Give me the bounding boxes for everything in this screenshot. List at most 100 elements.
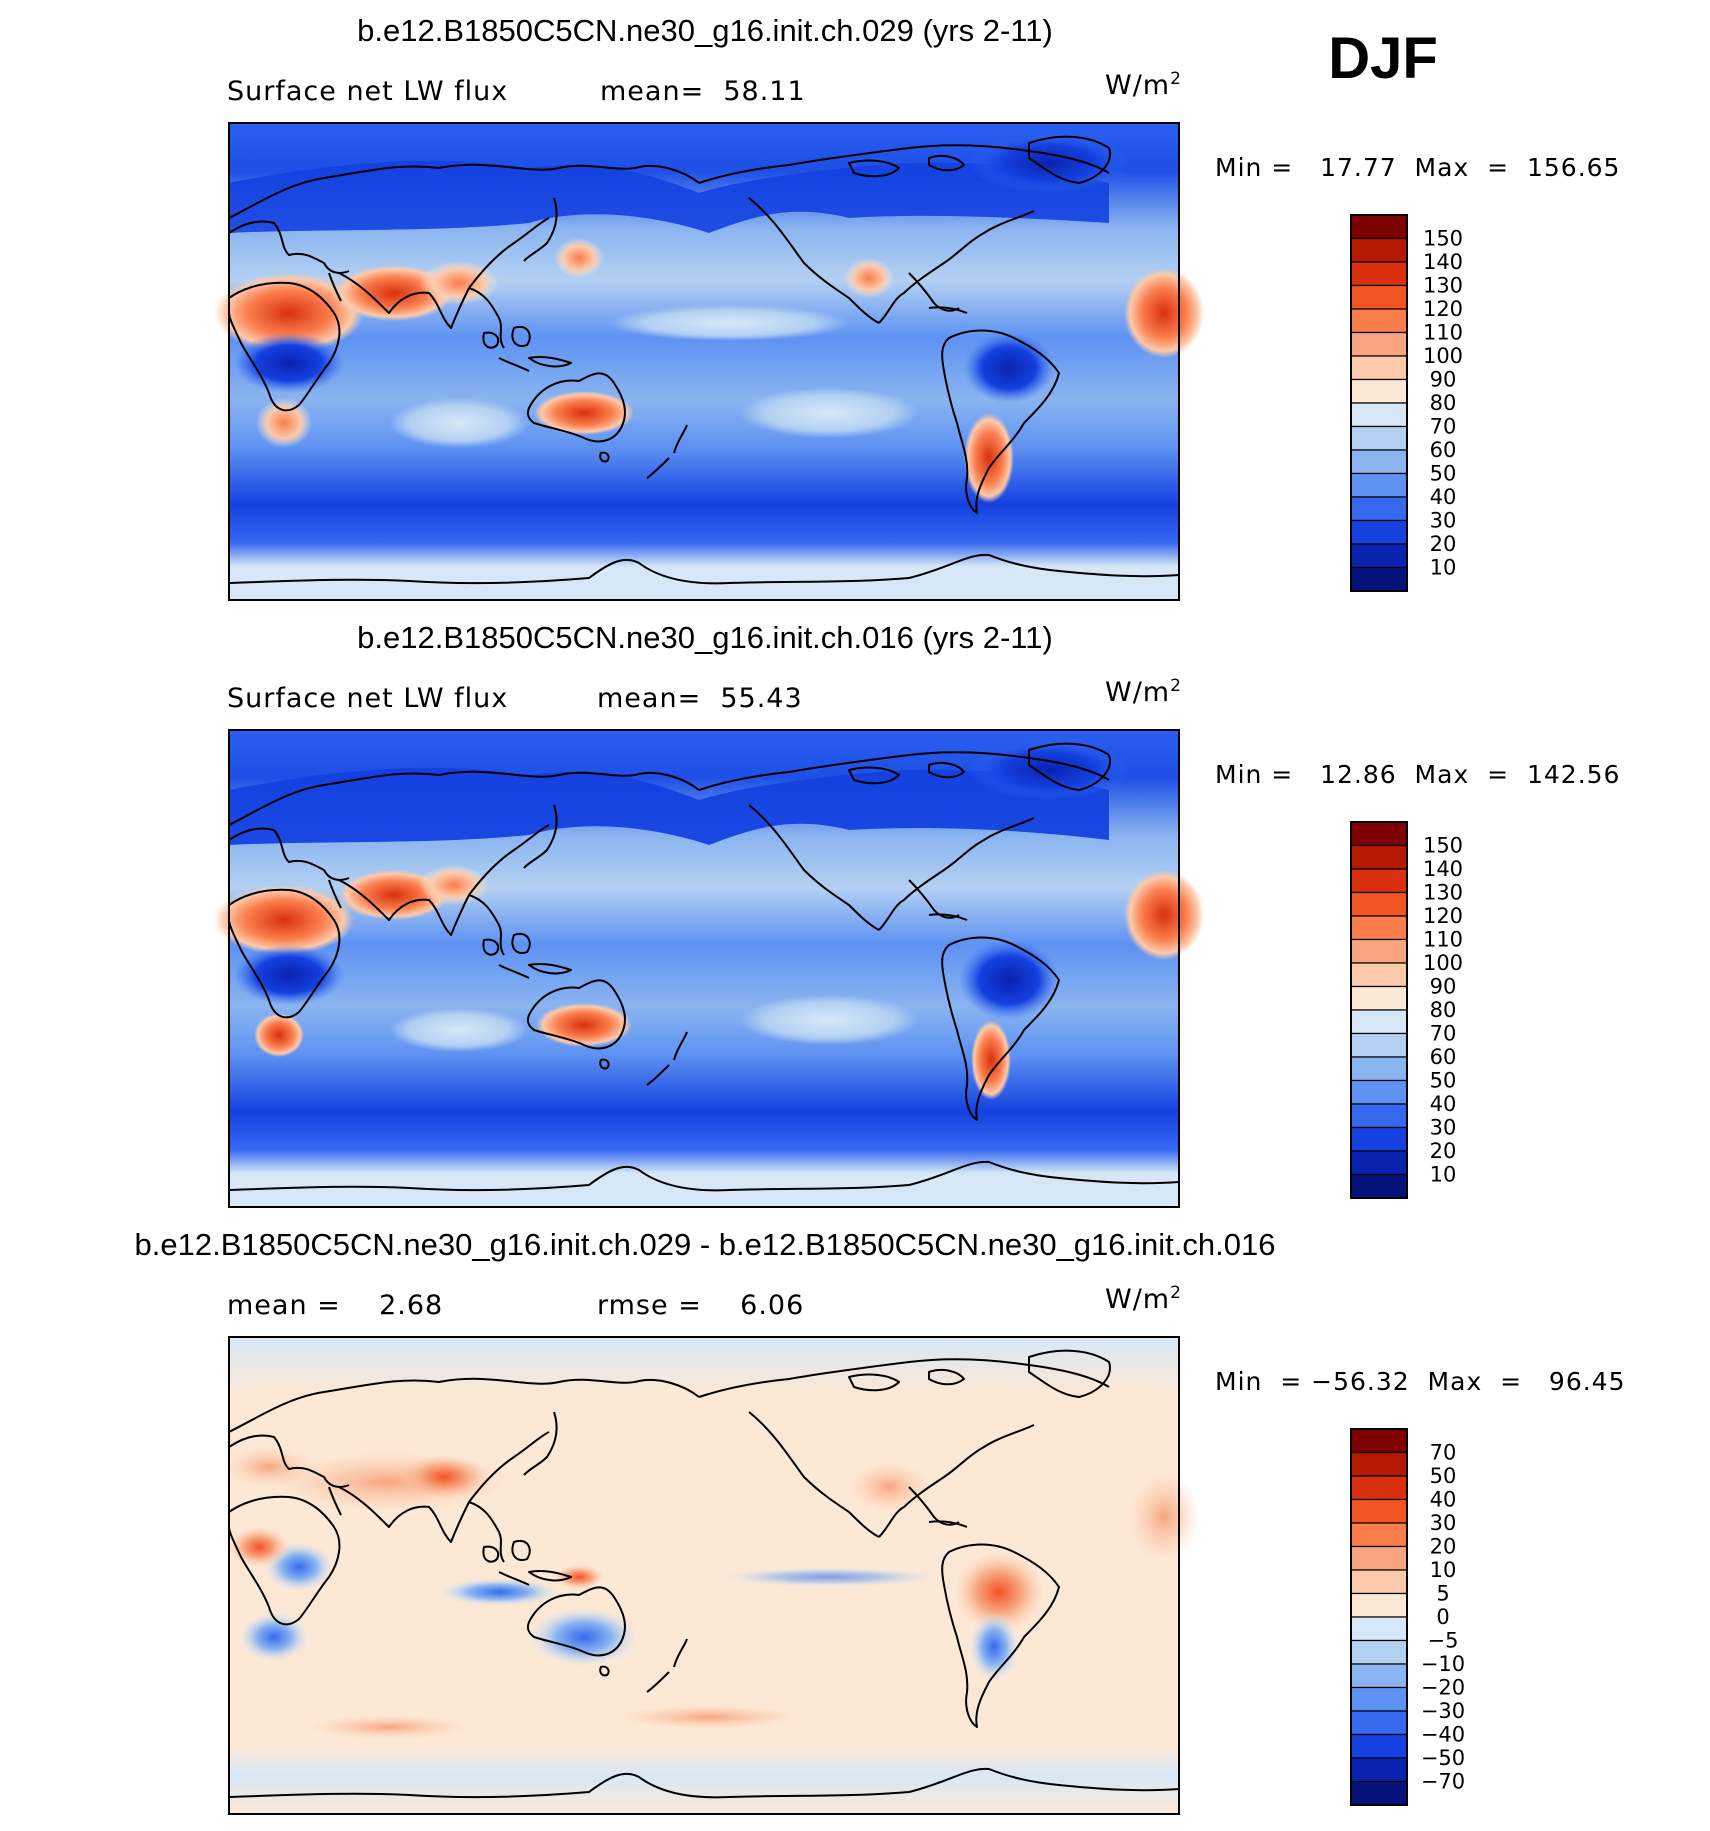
colorbar-swatch	[1350, 1451, 1408, 1477]
colorbar-tick-label: 30	[1430, 1511, 1457, 1535]
colorbar-swatch	[1350, 1616, 1408, 1642]
colorbar-tick-label: 10	[1430, 556, 1457, 580]
colorbar-frame	[1350, 1428, 1408, 1806]
colorbar-tick-label: −10	[1421, 1652, 1465, 1676]
colorbar-tick-label: 90	[1430, 368, 1457, 392]
colorbar-swatch	[1350, 472, 1408, 498]
panel-1-variable: Surface net LW flux	[227, 76, 508, 107]
panel-3-units: W/m2	[1105, 1283, 1182, 1315]
colorbar-tick-label: 70	[1430, 415, 1457, 439]
colorbar-tick-label: 80	[1430, 998, 1457, 1022]
panel-3-mean: mean = 2.68	[227, 1290, 443, 1321]
colorbar-swatch	[1350, 496, 1408, 522]
colorbar-swatch	[1350, 1522, 1408, 1548]
panel-2-mean: mean= 55.43	[597, 683, 803, 714]
colorbar-tick-label: 50	[1430, 1069, 1457, 1093]
colorbar-tick-label: 110	[1423, 321, 1463, 345]
colorbar-tick-label: 150	[1423, 834, 1463, 858]
colorbar-tick-label: 120	[1423, 297, 1463, 321]
colorbar-swatch	[1350, 868, 1408, 894]
colorbar-tick-label: −30	[1421, 1699, 1465, 1723]
colorbar-swatch	[1350, 985, 1408, 1011]
colorbar-tick-label: 100	[1423, 344, 1463, 368]
colorbar-tick-label: 70	[1430, 1022, 1457, 1046]
colorbar-tick-label: 90	[1430, 975, 1457, 999]
colorbar-tick-label: 20	[1430, 1535, 1457, 1559]
colorbar-swatch	[1350, 237, 1408, 263]
panel-2-map	[214, 729, 1204, 1208]
panel-2: b.e12.B1850C5CN.ne30_g16.init.ch.016 (yr…	[214, 620, 1620, 1208]
panel-1: b.e12.B1850C5CN.ne30_g16.init.ch.029 (yr…	[214, 13, 1620, 601]
colorbar-swatch	[1350, 519, 1408, 545]
panel-3-map	[224, 1336, 1199, 1815]
colorbar-tick-label: 5	[1436, 1582, 1449, 1606]
colorbar-swatch	[1350, 1545, 1408, 1571]
colorbar-tick-label: 20	[1430, 1139, 1457, 1163]
colorbar-tick-label: −70	[1421, 1770, 1465, 1794]
colorbar-tick-label: 140	[1423, 857, 1463, 881]
panel-3-rmse: rmse = 6.06	[597, 1290, 804, 1321]
colorbar-tick-label: 60	[1430, 438, 1457, 462]
colorbar-swatch	[1350, 938, 1408, 964]
colorbar-tick-label: −5	[1428, 1629, 1459, 1653]
panel-2-variable: Surface net LW flux	[227, 683, 508, 714]
colorbar-swatch	[1350, 844, 1408, 870]
colorbar-swatch	[1350, 308, 1408, 334]
colorbar-swatch	[1350, 915, 1408, 941]
panel-2-units: W/m2	[1105, 676, 1182, 708]
panel-1-title: b.e12.B1850C5CN.ne30_g16.init.ch.029 (yr…	[357, 13, 1053, 48]
colorbar-tick-label: 40	[1430, 485, 1457, 509]
colorbar-swatch	[1350, 1780, 1408, 1806]
colorbar-swatch	[1350, 261, 1408, 287]
panel-1-map	[214, 122, 1204, 601]
colorbar-swatch	[1350, 449, 1408, 475]
colorbar-swatch	[1350, 1710, 1408, 1736]
colorbar-tick-label: 30	[1430, 509, 1457, 533]
colorbar-swatch	[1350, 378, 1408, 404]
colorbar-tick-label: 10	[1430, 1163, 1457, 1187]
panel-2-minmax: Min = 12.86 Max = 142.56	[1215, 760, 1620, 789]
colorbar-tick-label: 100	[1423, 951, 1463, 975]
panel-1-units: W/m2	[1105, 69, 1182, 101]
colorbar-tick-label: 140	[1423, 250, 1463, 274]
panel-3-title: b.e12.B1850C5CN.ne30_g16.init.ch.029 - b…	[135, 1227, 1276, 1262]
colorbar-tick-label: 110	[1423, 928, 1463, 952]
colorbar-swatch	[1350, 962, 1408, 988]
colorbar-swatch	[1350, 1032, 1408, 1058]
colorbar-swatch	[1350, 1639, 1408, 1665]
colorbar-swatch	[1350, 425, 1408, 451]
colorbar-tick-label: 150	[1423, 227, 1463, 251]
panel-2-title: b.e12.B1850C5CN.ne30_g16.init.ch.016 (yr…	[357, 620, 1053, 655]
colorbar-swatch	[1350, 1733, 1408, 1759]
colorbar-swatch	[1350, 1428, 1408, 1454]
colorbar-swatch	[1350, 284, 1408, 310]
colorbar-swatch	[1350, 1663, 1408, 1689]
panel-1-minmax: Min = 17.77 Max = 156.65	[1215, 153, 1620, 182]
colorbar-tick-label: −20	[1421, 1676, 1465, 1700]
colorbar-swatch	[1350, 1569, 1408, 1595]
colorbar-swatch	[1350, 1126, 1408, 1152]
colorbar-tick-label: 20	[1430, 532, 1457, 556]
colorbar-swatch	[1350, 331, 1408, 357]
colorbar-swatch	[1350, 566, 1408, 592]
colorbar-tick-label: −50	[1421, 1746, 1465, 1770]
panel-1-mean: mean= 58.11	[600, 76, 806, 107]
colorbar-tick-label: 130	[1423, 881, 1463, 905]
colorbar-frame	[1350, 214, 1408, 592]
colorbar-tick-label: 50	[1430, 462, 1457, 486]
colorbar-tick-label: −40	[1421, 1723, 1465, 1747]
colorbar-swatch	[1350, 1592, 1408, 1618]
colorbar-swatch	[1350, 1079, 1408, 1105]
colorbar-swatch	[1350, 1173, 1408, 1199]
colorbar-swatch	[1350, 543, 1408, 569]
colorbar-frame	[1350, 821, 1408, 1199]
colorbar-tick-label: 70	[1430, 1441, 1457, 1465]
colorbar-swatch	[1350, 1103, 1408, 1129]
colorbar-tick-label: 30	[1430, 1116, 1457, 1140]
colorbar-swatch	[1350, 1475, 1408, 1501]
colorbar-swatch	[1350, 1009, 1408, 1035]
